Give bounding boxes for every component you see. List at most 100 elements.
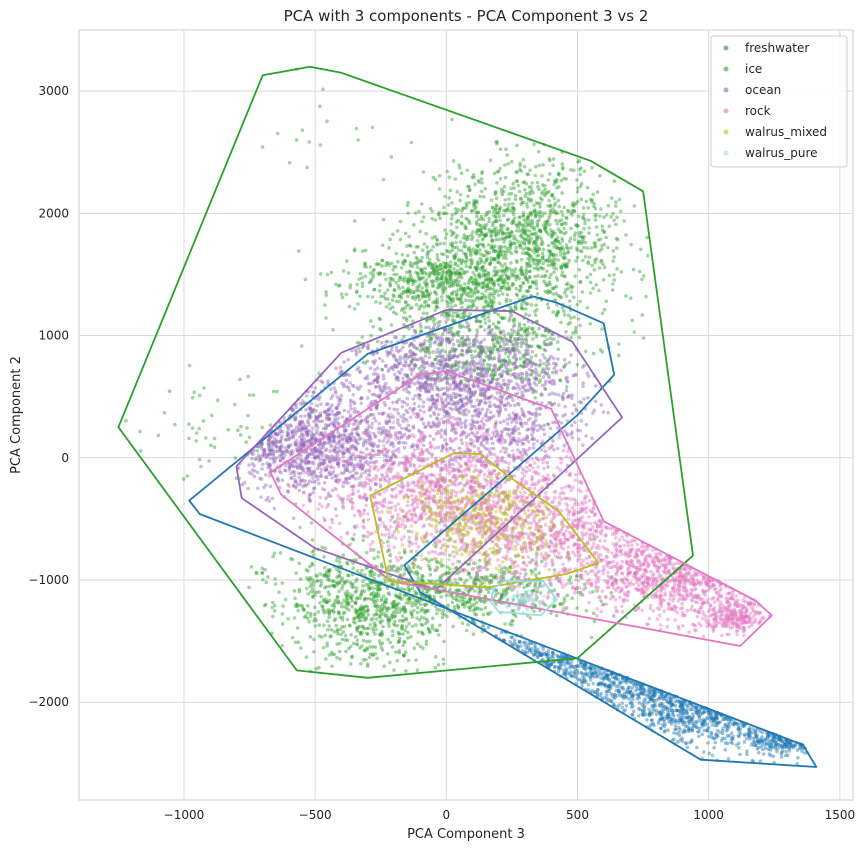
data-point bbox=[574, 259, 578, 263]
data-point bbox=[678, 705, 682, 709]
data-point bbox=[611, 282, 615, 286]
data-point bbox=[623, 678, 628, 683]
data-point bbox=[632, 692, 636, 697]
data-point bbox=[481, 194, 486, 199]
data-point bbox=[610, 694, 615, 698]
data-point bbox=[494, 203, 499, 208]
data-point bbox=[430, 579, 435, 584]
data-point bbox=[578, 323, 582, 328]
data-point bbox=[530, 327, 534, 332]
data-point bbox=[535, 344, 540, 348]
data-point bbox=[639, 691, 643, 695]
data-point bbox=[441, 608, 446, 613]
data-point bbox=[503, 245, 507, 249]
data-point bbox=[238, 433, 243, 437]
data-point bbox=[545, 663, 550, 667]
data-point bbox=[498, 345, 503, 349]
data-point bbox=[768, 748, 773, 752]
data-point bbox=[659, 726, 663, 731]
data-point bbox=[780, 745, 784, 749]
data-point bbox=[715, 716, 720, 721]
data-point bbox=[600, 224, 604, 229]
data-point bbox=[433, 218, 438, 222]
data-point bbox=[501, 588, 506, 592]
data-point bbox=[600, 681, 604, 686]
data-point bbox=[377, 289, 382, 293]
data-point bbox=[432, 271, 437, 276]
data-point bbox=[216, 398, 220, 403]
data-point bbox=[371, 272, 376, 277]
data-point bbox=[349, 596, 354, 601]
data-point bbox=[672, 731, 676, 735]
data-point bbox=[523, 307, 528, 311]
data-point bbox=[492, 248, 496, 252]
data-point bbox=[600, 243, 604, 248]
data-point bbox=[367, 596, 372, 601]
data-point bbox=[382, 664, 386, 668]
data-point bbox=[678, 711, 682, 715]
data-point bbox=[546, 263, 551, 268]
data-point bbox=[532, 203, 536, 208]
data-point bbox=[473, 589, 477, 593]
data-point bbox=[462, 315, 466, 319]
data-point bbox=[489, 305, 494, 309]
data-point bbox=[416, 630, 421, 634]
data-point bbox=[694, 725, 698, 729]
data-point bbox=[394, 265, 398, 269]
data-point bbox=[687, 729, 691, 733]
data-point bbox=[591, 192, 596, 197]
data-point bbox=[592, 671, 596, 675]
data-point bbox=[559, 295, 563, 300]
data-point bbox=[557, 173, 561, 177]
data-point bbox=[371, 586, 376, 590]
data-point bbox=[702, 750, 706, 754]
data-point bbox=[677, 709, 681, 713]
data-point bbox=[505, 274, 509, 278]
data-point bbox=[746, 733, 751, 737]
data-point bbox=[519, 306, 524, 311]
data-point bbox=[628, 689, 633, 693]
data-point bbox=[751, 736, 756, 741]
data-point bbox=[575, 574, 579, 578]
data-point bbox=[597, 288, 601, 293]
data-point bbox=[506, 218, 510, 222]
data-point bbox=[473, 273, 477, 278]
data-point bbox=[784, 744, 789, 749]
data-point bbox=[462, 241, 467, 246]
data-point bbox=[599, 676, 603, 681]
data-point bbox=[517, 276, 521, 281]
data-point bbox=[666, 712, 670, 717]
data-point bbox=[459, 171, 464, 176]
data-point bbox=[678, 728, 682, 732]
data-point bbox=[460, 305, 464, 310]
data-point bbox=[156, 433, 161, 438]
data-point bbox=[575, 178, 579, 182]
data-point bbox=[774, 738, 779, 743]
data-point bbox=[197, 393, 202, 398]
data-point bbox=[297, 589, 302, 594]
data-point bbox=[486, 276, 490, 281]
data-point bbox=[480, 285, 485, 290]
data-point bbox=[545, 302, 550, 307]
data-point bbox=[647, 713, 652, 718]
data-point bbox=[473, 349, 477, 353]
data-point bbox=[347, 608, 351, 612]
data-point bbox=[753, 743, 758, 748]
data-point bbox=[672, 720, 677, 724]
data-point bbox=[678, 704, 683, 708]
data-point bbox=[566, 313, 571, 318]
data-point bbox=[612, 273, 616, 277]
data-point bbox=[658, 712, 663, 717]
data-point bbox=[321, 645, 326, 650]
data-point bbox=[721, 717, 726, 721]
data-point bbox=[574, 223, 578, 228]
data-point bbox=[310, 577, 315, 582]
data-point bbox=[455, 225, 459, 230]
data-point bbox=[795, 762, 800, 766]
data-point bbox=[461, 236, 466, 240]
data-point bbox=[617, 689, 621, 694]
data-point bbox=[450, 292, 454, 297]
data-point bbox=[528, 648, 532, 652]
data-point bbox=[346, 271, 351, 275]
data-point bbox=[500, 192, 505, 197]
